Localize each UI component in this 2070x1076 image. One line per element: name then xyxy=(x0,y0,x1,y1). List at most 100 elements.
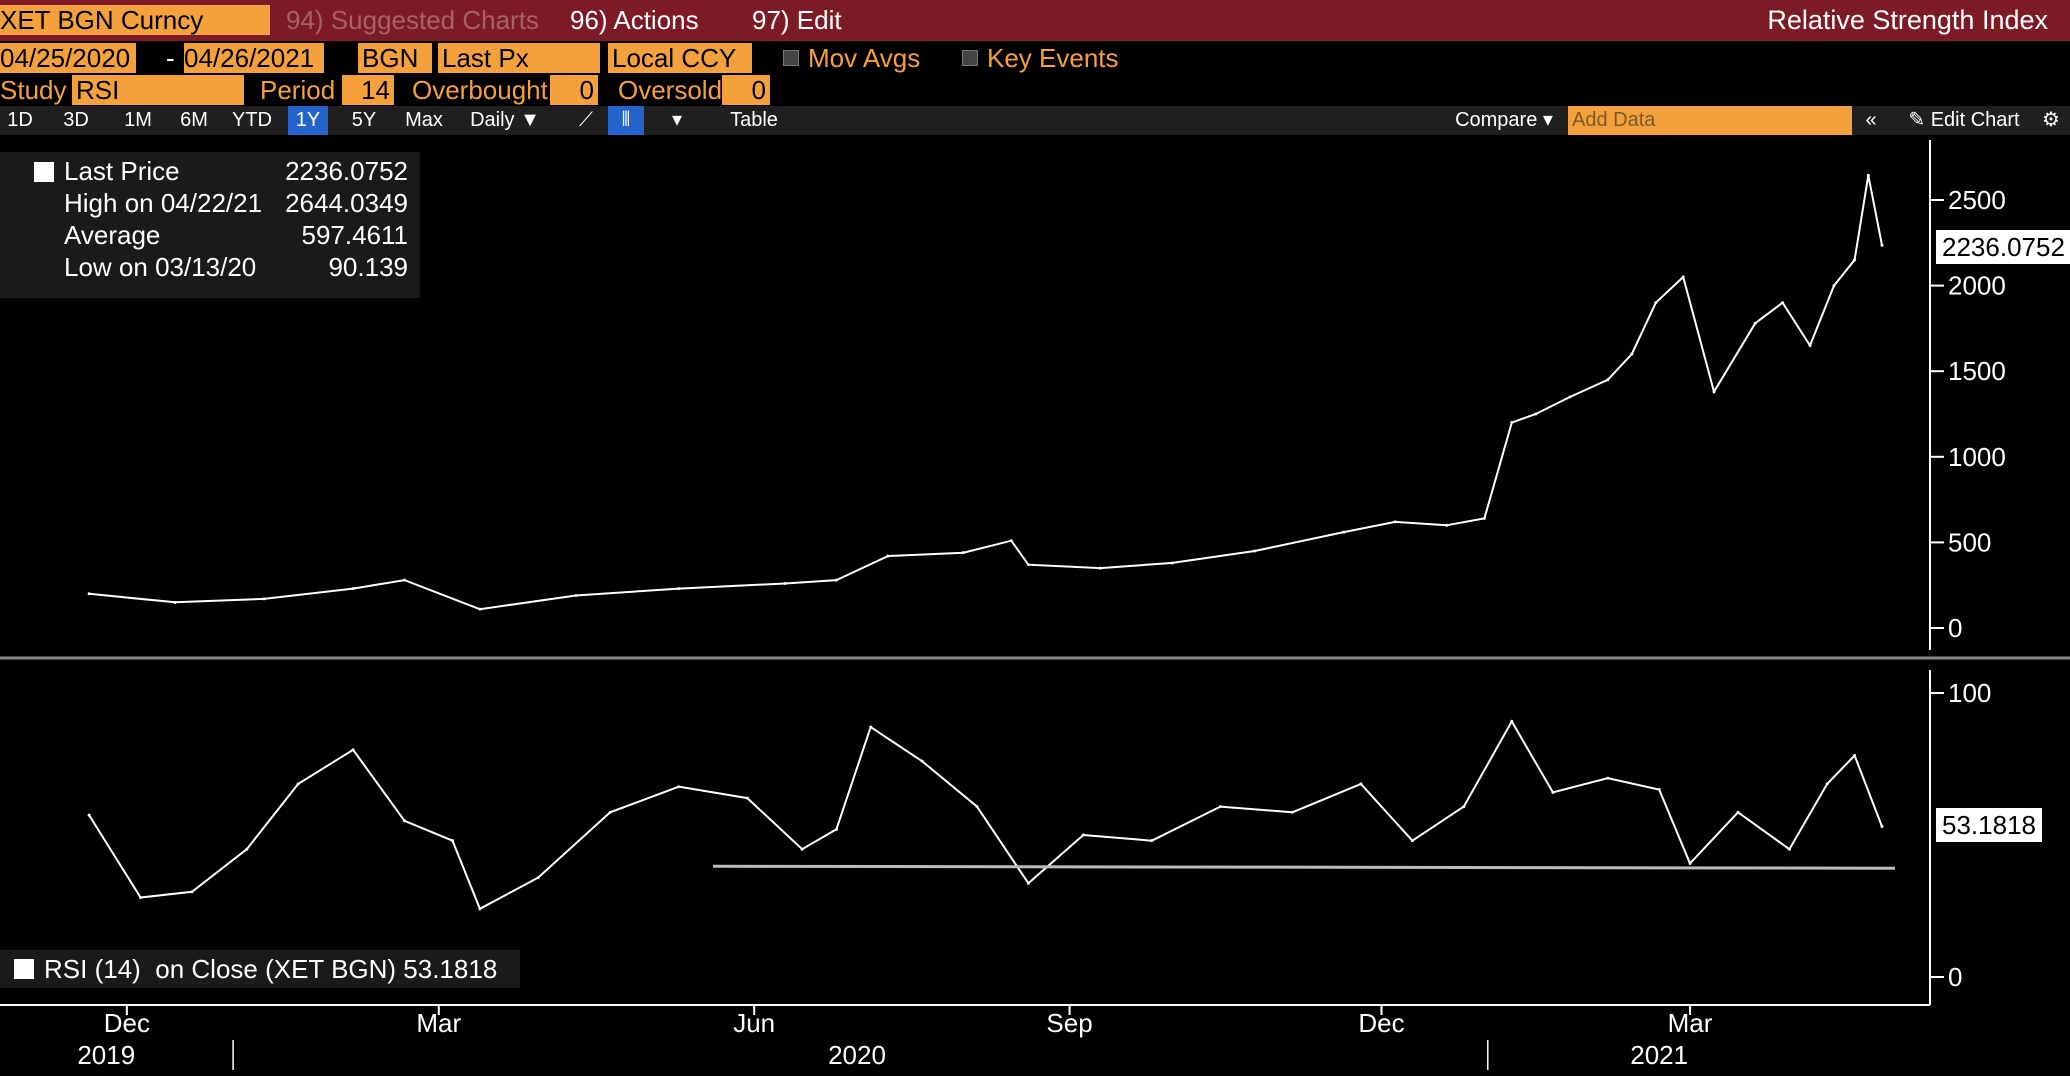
price-point xyxy=(1832,284,1836,288)
rsi-point xyxy=(1359,782,1363,786)
ticker-field[interactable]: XET BGN Curncy xyxy=(0,5,270,35)
mov-avgs-label[interactable]: Mov Avgs xyxy=(808,43,921,73)
rsi-point xyxy=(403,819,407,823)
collapse-icon[interactable]: « xyxy=(1865,109,1877,131)
x-tick-label: Dec xyxy=(104,1008,150,1038)
line-chart-icon[interactable]: ⟋ xyxy=(579,109,593,131)
price-point xyxy=(1445,523,1449,527)
rsi-point xyxy=(1688,861,1692,865)
price-point xyxy=(1534,412,1538,416)
bar-chart-icon[interactable]: ⫴ xyxy=(608,106,644,135)
currency-select[interactable]: Local CCY xyxy=(608,43,752,73)
legend-high-value: 2644.0349 xyxy=(285,188,408,218)
rsi-point xyxy=(1290,810,1294,814)
chart-area: 0 500 1000 1500 2000 2500 0 100 Dec Mar Jun Sep Dec M… xyxy=(0,140,2070,1070)
rsi-point xyxy=(1736,810,1740,814)
price-y-tick-label: 2500 xyxy=(1948,185,2006,215)
oversold-label: Oversold xyxy=(618,75,723,105)
rsi-point xyxy=(869,725,873,729)
date-from-field[interactable]: 04/25/2020 xyxy=(0,43,136,73)
rsi-legend-swatch xyxy=(14,959,34,979)
add-data-input[interactable]: Add Data xyxy=(1568,106,1852,135)
rsi-point xyxy=(1462,805,1466,809)
price-point xyxy=(1808,344,1812,348)
price-point xyxy=(1342,530,1346,534)
date-to-field[interactable]: 04/26/2021 xyxy=(184,43,324,73)
x-tick-label: Jun xyxy=(733,1008,775,1038)
legend-last-value: 2236.0752 xyxy=(285,156,408,186)
rsi-point xyxy=(1787,847,1791,851)
rsi-point xyxy=(920,759,924,763)
price-point xyxy=(1568,395,1572,399)
x-year-label: 2019 xyxy=(77,1040,135,1070)
edit-chart-label: Edit Chart xyxy=(1930,109,2020,131)
price-point xyxy=(1098,566,1102,570)
security-field[interactable]: BGN xyxy=(358,43,432,73)
price-point xyxy=(1681,275,1685,279)
gear-icon[interactable]: ⚙ xyxy=(2042,109,2060,131)
mov-avgs-checkbox[interactable] xyxy=(783,50,799,66)
price-point xyxy=(677,587,681,591)
rsi-point xyxy=(608,810,612,814)
legend-last-label: Last Price xyxy=(64,156,180,186)
period-field[interactable]: 14 xyxy=(342,75,394,105)
rsi-point xyxy=(1880,824,1884,828)
rsi-legend-text: RSI (14) on Close (XET BGN) 53.1818 xyxy=(44,954,498,984)
price-point xyxy=(1253,549,1257,553)
study-select[interactable]: RSI xyxy=(72,75,244,105)
price-last-tag: 2236.0752 xyxy=(1936,230,2070,264)
legend-avg-value: 597.4611 xyxy=(301,220,408,250)
rsi-point xyxy=(1551,790,1555,794)
rsi-point xyxy=(139,895,143,899)
range-button-1y[interactable]: 1Y xyxy=(288,106,328,135)
price-point xyxy=(1026,563,1030,567)
price-point xyxy=(961,551,965,555)
x-tick-label: Dec xyxy=(1358,1008,1404,1038)
rsi-point xyxy=(677,785,681,789)
edit-menu[interactable]: 97) Edit xyxy=(752,5,842,35)
key-events-label[interactable]: Key Events xyxy=(987,43,1119,73)
header-bar xyxy=(0,0,2070,41)
price-point xyxy=(1170,561,1174,565)
legend-avg-label: Average xyxy=(64,220,161,250)
chart-type-dropdown-icon[interactable]: ▾ xyxy=(671,109,683,131)
price-point xyxy=(1654,301,1658,305)
compare-button[interactable]: Compare ▾ xyxy=(1455,109,1553,131)
frequency-select[interactable]: Daily ▼ xyxy=(470,109,540,131)
actions-menu[interactable]: 96) Actions xyxy=(570,5,699,35)
key-events-checkbox[interactable] xyxy=(962,50,978,66)
rsi-point xyxy=(1510,719,1514,723)
overbought-field[interactable]: 0 xyxy=(550,75,598,105)
price-point xyxy=(173,600,177,604)
range-button-1m[interactable]: 1M xyxy=(124,109,152,131)
range-button-ytd[interactable]: YTD xyxy=(232,109,272,131)
oversold-field[interactable]: 0 xyxy=(722,75,770,105)
controls-row xyxy=(0,41,2070,74)
suggested-charts-button[interactable]: 94) Suggested Charts xyxy=(286,5,539,35)
rsi-y-tick-label: 100 xyxy=(1948,678,1991,708)
rsi-point xyxy=(351,748,355,752)
price-point xyxy=(886,554,890,558)
range-button-3d[interactable]: 3D xyxy=(63,109,89,131)
price-point xyxy=(351,587,355,591)
range-button-5y[interactable]: 5Y xyxy=(351,109,377,131)
legend-low-label: Low on 03/13/20 xyxy=(64,252,257,282)
price-legend: Last Price 2236.0752 High on 04/22/21 26… xyxy=(0,152,420,298)
legend-low-value: 90.139 xyxy=(328,252,408,282)
range-button-6m[interactable]: 6M xyxy=(180,109,208,131)
field-select[interactable]: Last Px xyxy=(438,43,600,73)
price-point xyxy=(1781,301,1785,305)
x-tick-label: Sep xyxy=(1046,1008,1092,1038)
table-button[interactable]: Table xyxy=(730,109,778,131)
price-point xyxy=(1393,520,1397,524)
rsi-point xyxy=(296,782,300,786)
rsi-point xyxy=(1081,833,1085,837)
price-point xyxy=(1510,421,1514,425)
range-button-max[interactable]: Max xyxy=(405,109,443,131)
rsi-legend: RSI (14) on Close (XET BGN) 53.1818 xyxy=(0,950,520,988)
rsi-point xyxy=(800,847,804,851)
edit-chart-button[interactable]: ✎ Edit Chart xyxy=(1894,106,2034,135)
study-label: Study xyxy=(0,75,67,105)
price-point xyxy=(87,592,91,596)
range-button-1d[interactable]: 1D xyxy=(7,109,33,131)
